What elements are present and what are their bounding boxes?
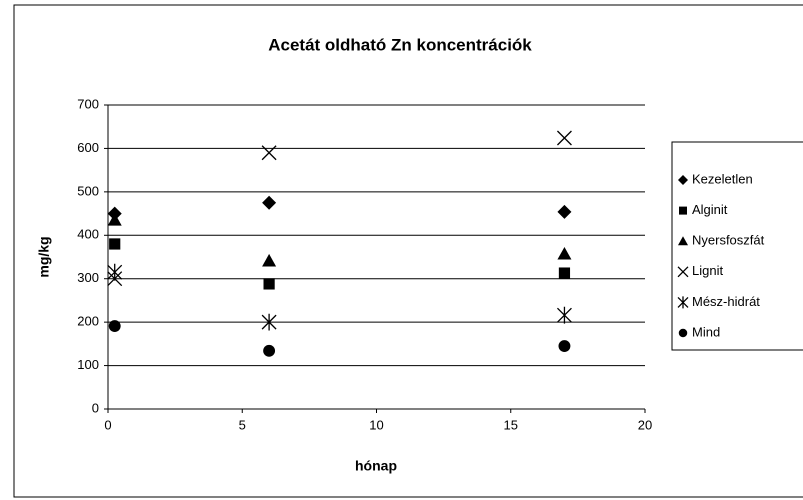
x-tick-label: 10 [369,417,383,432]
marker-circle [263,344,276,357]
y-tick-label: 500 [77,183,99,198]
marker-star [556,306,572,324]
marker-x [677,266,689,278]
y-tick-label: 200 [77,314,99,329]
marker-circle [558,340,571,352]
y-tick-label: 700 [77,96,99,111]
marker-star [261,313,277,331]
marker-circle [678,328,688,338]
marker-triangle [262,253,277,267]
marker-triangle [107,213,122,226]
marker-circle [108,320,121,333]
y-tick-label: 600 [77,140,99,155]
marker-triangle [557,246,572,260]
legend-box [671,141,803,351]
legend-label: Mész-hidrát [692,294,760,309]
marker-square [558,267,571,279]
chart-title: Acetát oldható Zn koncentrációk [268,35,532,54]
y-tick-label: 400 [77,227,99,242]
x-tick-label: 0 [104,417,111,432]
marker-x [556,130,572,146]
x-tick-label: 5 [239,417,246,432]
marker-square [109,238,121,250]
legend-label: Lignit [692,263,723,278]
x-tick-label: 15 [504,417,518,432]
legend-label: Nyersfoszfát [692,233,765,248]
marker-star [107,263,123,281]
marker-star [677,296,689,309]
x-tick-label: 20 [638,417,652,432]
marker-diamond [678,175,688,185]
x-axis-label: hónap [355,458,397,474]
y-tick-label: 0 [92,400,99,415]
marker-diamond [262,195,277,210]
marker-square [263,278,275,290]
marker-triangle [678,236,688,246]
marker-x [261,145,277,161]
y-axis-label: mg/kg [36,236,52,277]
y-tick-label: 300 [77,270,99,285]
legend-label: Mind [692,324,720,339]
marker-diamond [557,204,572,219]
marker-square [679,206,687,215]
legend-label: Alginit [692,202,728,217]
y-tick-label: 100 [77,357,99,372]
legend-label: Kezeletlen [692,171,753,186]
